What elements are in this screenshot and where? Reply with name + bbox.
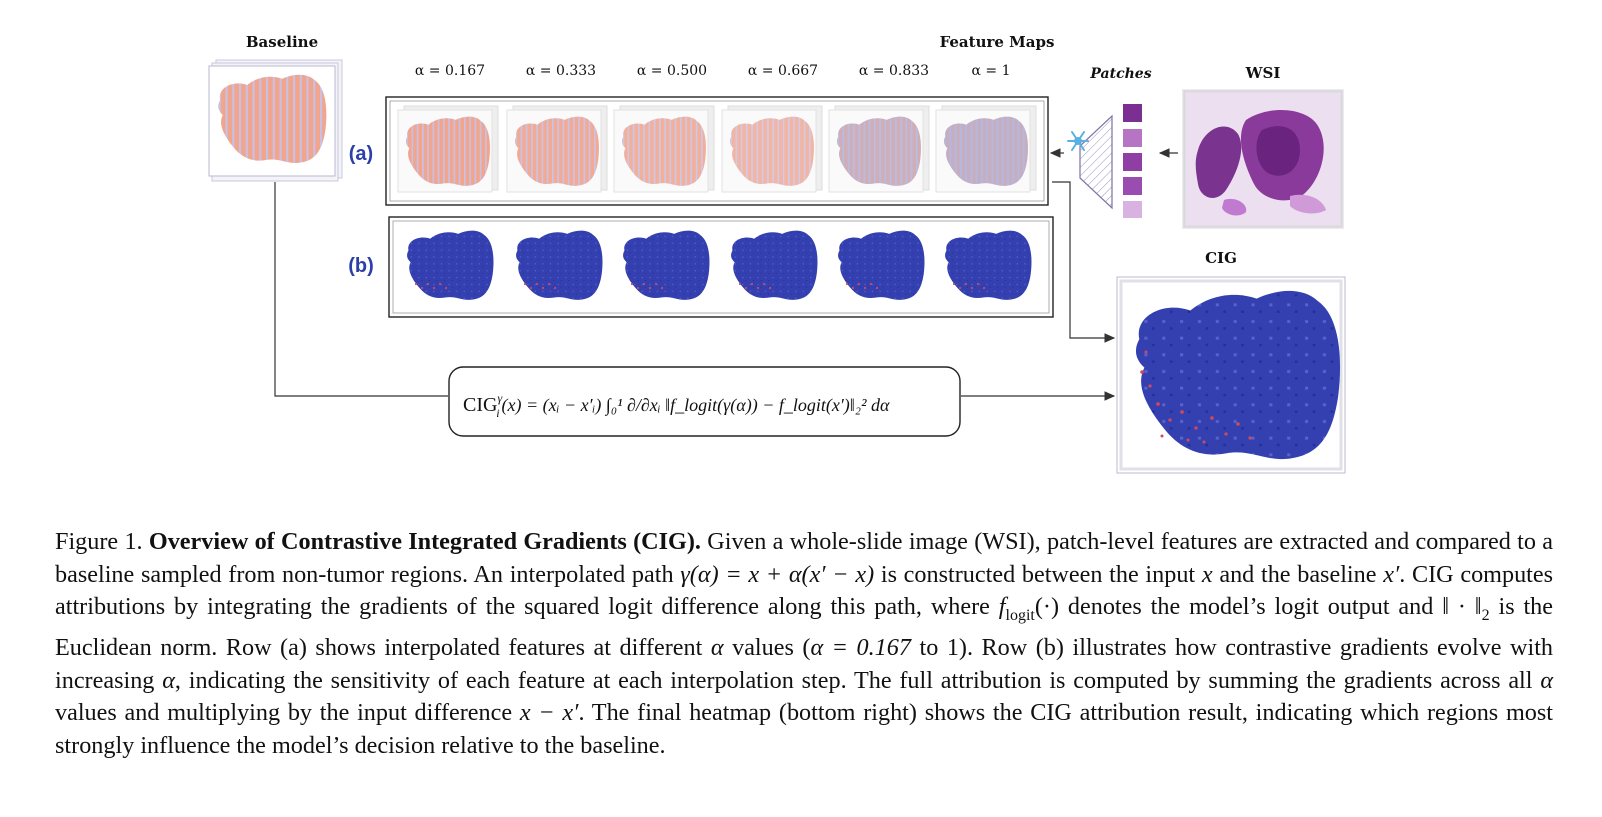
- gradient-map-tile: [838, 230, 925, 300]
- patches-title: Patches: [1089, 66, 1151, 82]
- alpha-label: α = 1: [972, 63, 1011, 79]
- feature-map-tile: [613, 105, 715, 193]
- gradient-map-tile: [623, 230, 710, 300]
- cig-title: CIG: [1205, 249, 1237, 267]
- baseline-title: Baseline: [246, 33, 318, 51]
- connectors: [274, 148, 1178, 401]
- feature-map-tile: [935, 105, 1037, 193]
- cig-overview-figure: Baseline Feature Maps Patches WSI CIG α …: [208, 33, 1346, 474]
- feature-maps-title: Feature Maps: [940, 33, 1055, 51]
- caption-text: . CIG computes attributions by integrati…: [55, 560, 1554, 621]
- feature-map-tile: [506, 105, 608, 193]
- caption-math: logit: [1005, 606, 1035, 624]
- alpha-label: α = 0.500: [637, 63, 707, 79]
- alpha-label: α = 0.833: [859, 63, 929, 79]
- caption-math: 2: [1481, 606, 1490, 624]
- caption-math: ‖ · ‖: [1442, 593, 1482, 620]
- caption-math: f: [998, 593, 1006, 620]
- snowflake-icon: [1067, 131, 1089, 151]
- caption-text: , indicating the sensitivity of each fea…: [174, 666, 1533, 694]
- row-b-gradient-maps: [388, 216, 1054, 318]
- alpha-label: α = 0.167: [415, 63, 485, 79]
- caption-math: α: [162, 666, 175, 694]
- cig-formula: CIGγ i (x) = (xᵢ − x′ᵢ) ∫₀¹ ∂/∂xᵢ ‖f_logit…: [463, 391, 890, 420]
- caption-text: denotes the model’s logit output and: [1067, 593, 1434, 620]
- patches-column: [1123, 104, 1142, 218]
- feature-map-tile: [828, 105, 930, 193]
- feature-map-tile: [397, 105, 499, 193]
- frozen-encoder: [1067, 114, 1113, 210]
- caption-text: values (: [732, 634, 811, 662]
- gradient-map-tile: [516, 230, 603, 300]
- cig-heatmap: [1116, 276, 1346, 474]
- feature-map-tile: [721, 105, 823, 193]
- baseline-stack: [208, 59, 343, 182]
- caption-text: . The final heatmap (bottom right) shows…: [55, 699, 1553, 759]
- caption-text: is the Euclidean norm. Row (a) shows int…: [55, 593, 1554, 662]
- caption-label: Figure 1.: [55, 528, 143, 555]
- alpha-label: α = 0.667: [748, 63, 818, 79]
- figure-caption: Figure 1. Overview of Contrastive Integr…: [55, 526, 1553, 762]
- alpha-labels: α = 0.167 α = 0.333 α = 0.500 α = 0.667 …: [415, 63, 1011, 79]
- row-a-label: (a): [349, 143, 373, 165]
- alpha-label: α = 0.333: [526, 63, 596, 79]
- caption-math: α = 0.167: [810, 634, 911, 662]
- caption-math: (·): [1034, 593, 1060, 620]
- caption-text: values and multiplying by the input diff…: [55, 699, 513, 727]
- caption-math: x′: [1383, 560, 1400, 588]
- caption-math: γ(α) = x + α(x′ − x): [680, 560, 875, 588]
- row-a-feature-maps: [385, 96, 1049, 206]
- caption-math: x: [1201, 560, 1213, 588]
- caption-title: Overview of Contrastive Integrated Gradi…: [148, 528, 701, 555]
- caption-text: and the baseline: [1219, 560, 1377, 588]
- caption-math: α: [710, 634, 724, 662]
- wsi-image: [1182, 89, 1344, 229]
- cig-formula-box: CIGγ i (x) = (xᵢ − x′ᵢ) ∫₀¹ ∂/∂xᵢ ‖f_logit…: [448, 366, 961, 437]
- gradient-map-tile: [407, 230, 494, 300]
- caption-text: Given a whole-slide image (WSI), patch-l…: [55, 528, 1554, 588]
- row-b-label: (b): [348, 255, 374, 277]
- caption-math: x − x′: [519, 699, 579, 727]
- wsi-title: WSI: [1245, 64, 1281, 82]
- gradient-map-tile: [731, 230, 818, 300]
- caption-math: α: [1540, 666, 1554, 694]
- caption-text: to 1). Row (b) illustrates how contrasti…: [55, 634, 1554, 694]
- gradient-map-tile: [945, 230, 1032, 300]
- caption-text: is constructed between the input: [880, 560, 1196, 588]
